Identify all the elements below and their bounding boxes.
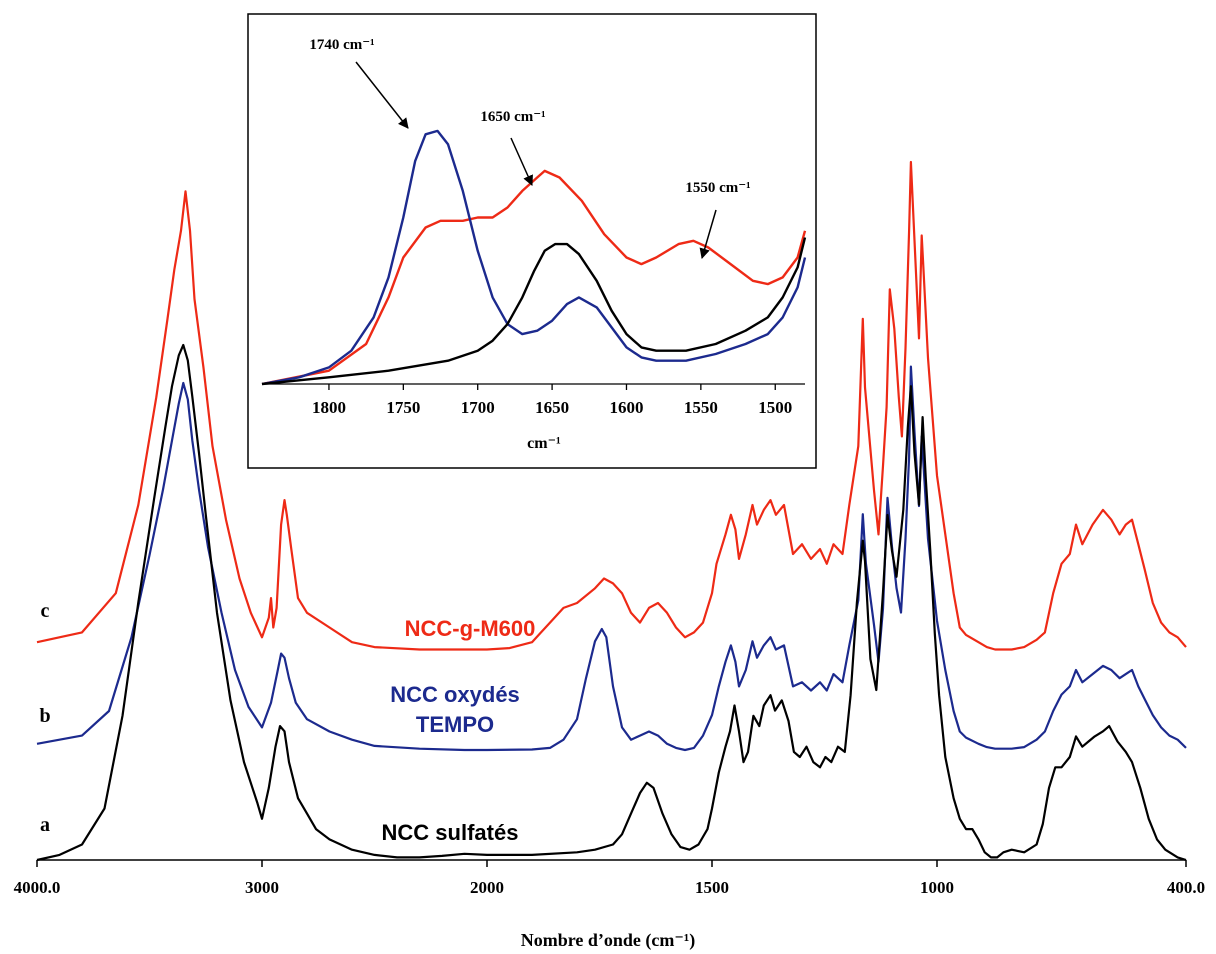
series-label-c: NCC-g-M600 (405, 616, 536, 641)
inset-x-tick-label: 1500 (758, 398, 792, 417)
inset-annotation-arrow (699, 209, 717, 260)
inset-x-tick-label: 1750 (386, 398, 420, 417)
inset-series-line-1 (261, 129, 807, 386)
inset-series-line-2 (261, 237, 807, 386)
inset-annotation-arrow (355, 61, 409, 129)
x-axis-label: Nombre d’onde (cm⁻¹) (521, 930, 696, 951)
series-letter-a: a (40, 814, 50, 836)
inset-annotation-label: 1650 cm⁻¹ (480, 109, 545, 125)
inset-x-tick-label: 1650 (535, 398, 569, 417)
series-line-b (36, 365, 1187, 752)
series-label-a: NCC sulfatés (382, 820, 519, 845)
inset-plot: 1800 1750 1700 1650 1600 1550 1500 cm⁻¹ 1740 cm⁻… (247, 13, 817, 469)
x-tick-label: 1000 (920, 878, 954, 897)
inset-x-tick-label: 1800 (312, 398, 346, 417)
x-tick-label: 1500 (695, 878, 729, 897)
series-line-c (36, 160, 1187, 651)
inset-x-axis-label: cm⁻¹ (527, 435, 561, 452)
x-tick-label: 3000 (245, 878, 279, 897)
main-plot: 4000.0 3000 2000 1500 1000 400.0 Nombre d’onde… (14, 160, 1205, 951)
x-tick-label: 2000 (470, 878, 504, 897)
inset-x-tick-label: 1600 (609, 398, 643, 417)
inset-x-tick-label: 1700 (461, 398, 495, 417)
x-tick-label: 4000.0 (14, 878, 61, 897)
inset-annotation-label: 1550 cm⁻¹ (685, 180, 750, 196)
series-label-b: TEMPO (416, 712, 494, 737)
series-label-b: NCC oxydés (390, 682, 520, 707)
inset-x-tick-label: 1550 (684, 398, 718, 417)
inset-frame (247, 13, 817, 469)
series-letter-c: c (41, 600, 50, 622)
series-letter-b: b (39, 705, 50, 727)
inset-series-line-0 (261, 169, 807, 386)
series-line-a (36, 343, 1187, 862)
inset-annotation-arrow (510, 137, 533, 186)
x-tick-label: 400.0 (1167, 878, 1205, 897)
inset-annotation-label: 1740 cm⁻¹ (309, 37, 374, 53)
